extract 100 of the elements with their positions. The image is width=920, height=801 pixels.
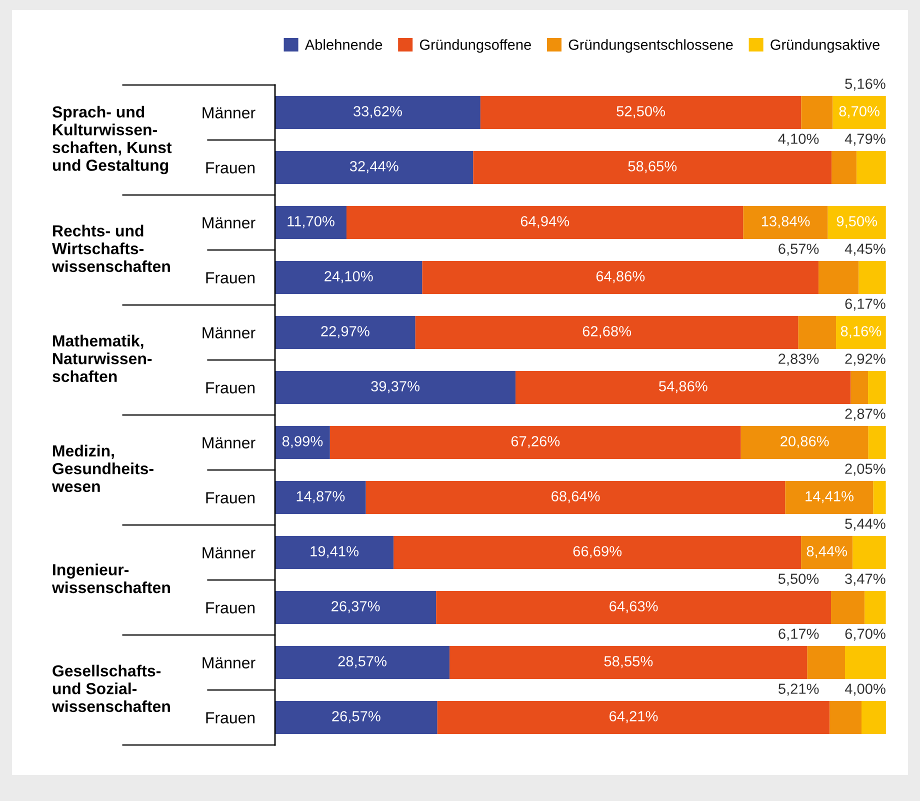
y-tick-label: Männer	[202, 327, 256, 338]
bar	[330, 426, 741, 459]
bar	[873, 481, 886, 514]
bar	[850, 371, 868, 404]
data-label: 22,97%	[321, 326, 370, 338]
data-label: 8,70%	[839, 106, 880, 118]
bar	[856, 151, 886, 184]
bar	[801, 536, 853, 569]
data-label: 54,86%	[659, 381, 708, 394]
bar	[415, 316, 798, 349]
bar	[845, 646, 886, 679]
data-label: 19,41%	[310, 546, 359, 558]
data-label: 26,57%	[332, 711, 380, 724]
data-label: 64,63%	[610, 601, 658, 614]
data-label: 26,37%	[332, 601, 380, 614]
bar	[366, 481, 786, 514]
bar	[836, 316, 886, 349]
bar	[868, 371, 886, 404]
bar	[275, 536, 394, 569]
bar	[422, 261, 819, 294]
bar	[864, 591, 886, 624]
text: Mathematik, Naturwissen- schaften	[52, 334, 152, 382]
data-label: 64,86%	[596, 271, 645, 284]
data-label: 6,70%	[845, 628, 886, 641]
text: Ingenieur- wissenschaften	[52, 564, 170, 594]
data-label: 20,86%	[780, 436, 829, 448]
legend-label: Ablehnende	[304, 39, 382, 50]
bar	[868, 426, 886, 459]
data-label: 8,44%	[806, 546, 848, 558]
data-label: 2,92%	[845, 354, 886, 366]
bar	[473, 151, 832, 184]
data-label: 6,57%	[778, 244, 819, 256]
y-tick-label: Männer	[202, 107, 256, 118]
bar	[275, 261, 422, 294]
bar	[801, 96, 833, 129]
data-label: 4,00%	[844, 684, 886, 696]
bar	[858, 261, 886, 294]
bar	[785, 481, 874, 514]
bar	[862, 701, 886, 734]
data-label: 39,37%	[371, 381, 420, 394]
bar	[740, 426, 868, 459]
data-label: 14,87%	[296, 491, 345, 504]
data-label: 68,64%	[552, 491, 600, 504]
data-label: 66,69%	[573, 546, 622, 558]
data-label: 33,62%	[354, 106, 402, 118]
data-label: 13,84%	[762, 216, 810, 228]
data-label: 5,44%	[845, 518, 886, 531]
y-tick-label: Frauen	[206, 382, 255, 394]
y-tick-label: Männer	[202, 217, 256, 228]
data-label: 11,70%	[288, 216, 334, 228]
legend-label: Gründungsoffene	[420, 39, 531, 53]
y-tick-label: Frauen	[206, 712, 255, 724]
data-label: 4,10%	[778, 134, 819, 146]
bar	[394, 536, 802, 569]
data-label: 4,79%	[844, 134, 886, 146]
bar	[275, 426, 330, 459]
bar	[832, 151, 857, 184]
data-label: 62,68%	[582, 326, 632, 338]
bar	[450, 646, 808, 679]
bar	[275, 371, 516, 404]
data-label: 8,16%	[840, 326, 882, 338]
data-label: 2,87%	[845, 408, 886, 421]
data-label: 64,21%	[610, 711, 658, 724]
bar	[743, 206, 828, 239]
text: Rechts- und Wirtschafts- wissenschaften	[52, 224, 170, 272]
data-label: 2,83%	[778, 354, 819, 366]
data-label: 5,21%	[778, 684, 819, 696]
data-label: 9,50%	[836, 216, 878, 228]
y-tick-label: Männer	[202, 657, 256, 668]
legend-label: Gründungsaktive	[770, 39, 880, 53]
bar	[275, 481, 366, 514]
bar	[818, 261, 859, 294]
bar	[828, 206, 886, 239]
y-tick-label: Frauen	[206, 162, 255, 174]
bar	[830, 701, 862, 734]
y-tick-label: Frauen	[206, 492, 255, 504]
data-label: 2,05%	[845, 464, 886, 476]
bar	[275, 646, 450, 679]
bar	[275, 316, 416, 349]
data-label: 5,50%	[778, 574, 819, 586]
data-label: 32,44%	[350, 161, 398, 174]
legend-label: Gründungsentschlossene	[568, 39, 733, 53]
data-label: 14,41%	[806, 491, 854, 504]
bar	[798, 316, 836, 349]
y-tick-label: Frauen	[206, 272, 255, 284]
bar	[831, 591, 865, 624]
data-label: 5,16%	[845, 78, 886, 91]
bar	[275, 206, 346, 239]
y-tick-label: Frauen	[206, 602, 255, 614]
y-tick-label: Männer	[202, 547, 256, 558]
text: Sprach- und Kulturwissen- schaften, Kunst und Gestaltung	[52, 106, 172, 174]
bar	[436, 591, 832, 624]
data-label: 67,26%	[511, 436, 560, 448]
data-label: 3,47%	[845, 574, 886, 586]
data-label: 64,94%	[520, 216, 570, 228]
bar	[852, 536, 886, 569]
bar	[516, 371, 851, 404]
bar	[437, 701, 830, 734]
bar	[480, 96, 802, 129]
data-label: 58,55%	[604, 656, 653, 668]
